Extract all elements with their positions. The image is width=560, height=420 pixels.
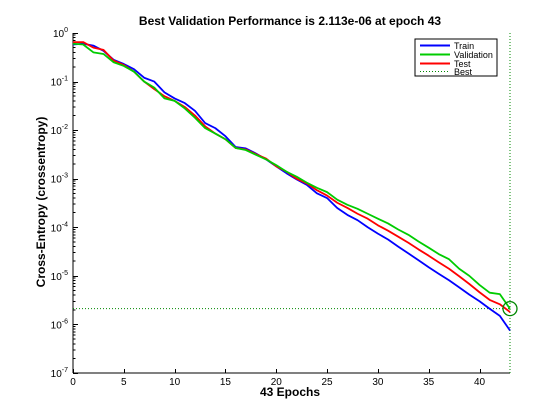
y-tick-base: 10 (51, 320, 63, 331)
series-line-train (72, 42, 511, 332)
y-tick-base: 10 (51, 272, 63, 283)
y-tick-base: 10 (51, 223, 63, 234)
y-tick-label: 10-6 (51, 318, 68, 331)
y-tick-exponent: 0 (64, 27, 68, 34)
y-tick-exponent: -3 (62, 173, 68, 180)
x-tick-label: 5 (121, 377, 127, 388)
y-tick-base: 10 (51, 126, 63, 137)
y-axis-title: Cross-Entropy (crossentropy) (34, 117, 48, 288)
x-axis-title: 43 Epochs (260, 385, 320, 399)
series-line-validation (72, 42, 511, 310)
legend: Train Validation Test Best (414, 38, 498, 77)
x-tick-label: 25 (322, 377, 334, 388)
y-tick-base: 10 (53, 29, 65, 40)
x-tick-label: 10 (169, 377, 181, 388)
y-tick-base: 10 (51, 175, 63, 186)
legend-test-label: Test (454, 59, 471, 69)
chart-title: Best Validation Performance is 2.113e-06… (139, 14, 441, 28)
y-tick-exponent: -2 (62, 124, 68, 131)
y-tick-label: 10-1 (51, 76, 68, 89)
x-tick-label: 15 (220, 377, 232, 388)
y-tick-label: 10-2 (51, 124, 68, 137)
y-tick-exponent: -7 (62, 367, 68, 374)
legend-validation-label: Validation (454, 50, 493, 60)
x-tick-label: 35 (423, 377, 435, 388)
x-tick-label: 20 (271, 377, 283, 388)
y-tick-label: 10-5 (51, 270, 68, 283)
y-tick-base: 10 (51, 369, 63, 380)
y-tick-exponent: -4 (62, 221, 68, 228)
y-tick-exponent: -6 (62, 318, 68, 325)
y-tick-exponent: -5 (62, 270, 68, 277)
y-tick-label: 100 (53, 27, 68, 40)
y-tick-label: 10-4 (51, 221, 68, 234)
legend-best-label: Best (454, 67, 473, 77)
legend-train-label: Train (454, 41, 474, 51)
y-tick-label: 10-3 (51, 173, 68, 186)
y-tick-label: 10-7 (51, 367, 68, 380)
x-tick-label: 30 (372, 377, 384, 388)
best-marker (502, 300, 518, 317)
y-tick-exponent: -1 (62, 76, 68, 83)
y-tick-base: 10 (51, 78, 63, 89)
x-tick-label: 0 (70, 377, 76, 388)
x-tick-label: 40 (474, 377, 486, 388)
plot-area: 0 5 10 15 20 25 30 35 4010-710-610-510-410-310-2… (51, 27, 518, 388)
